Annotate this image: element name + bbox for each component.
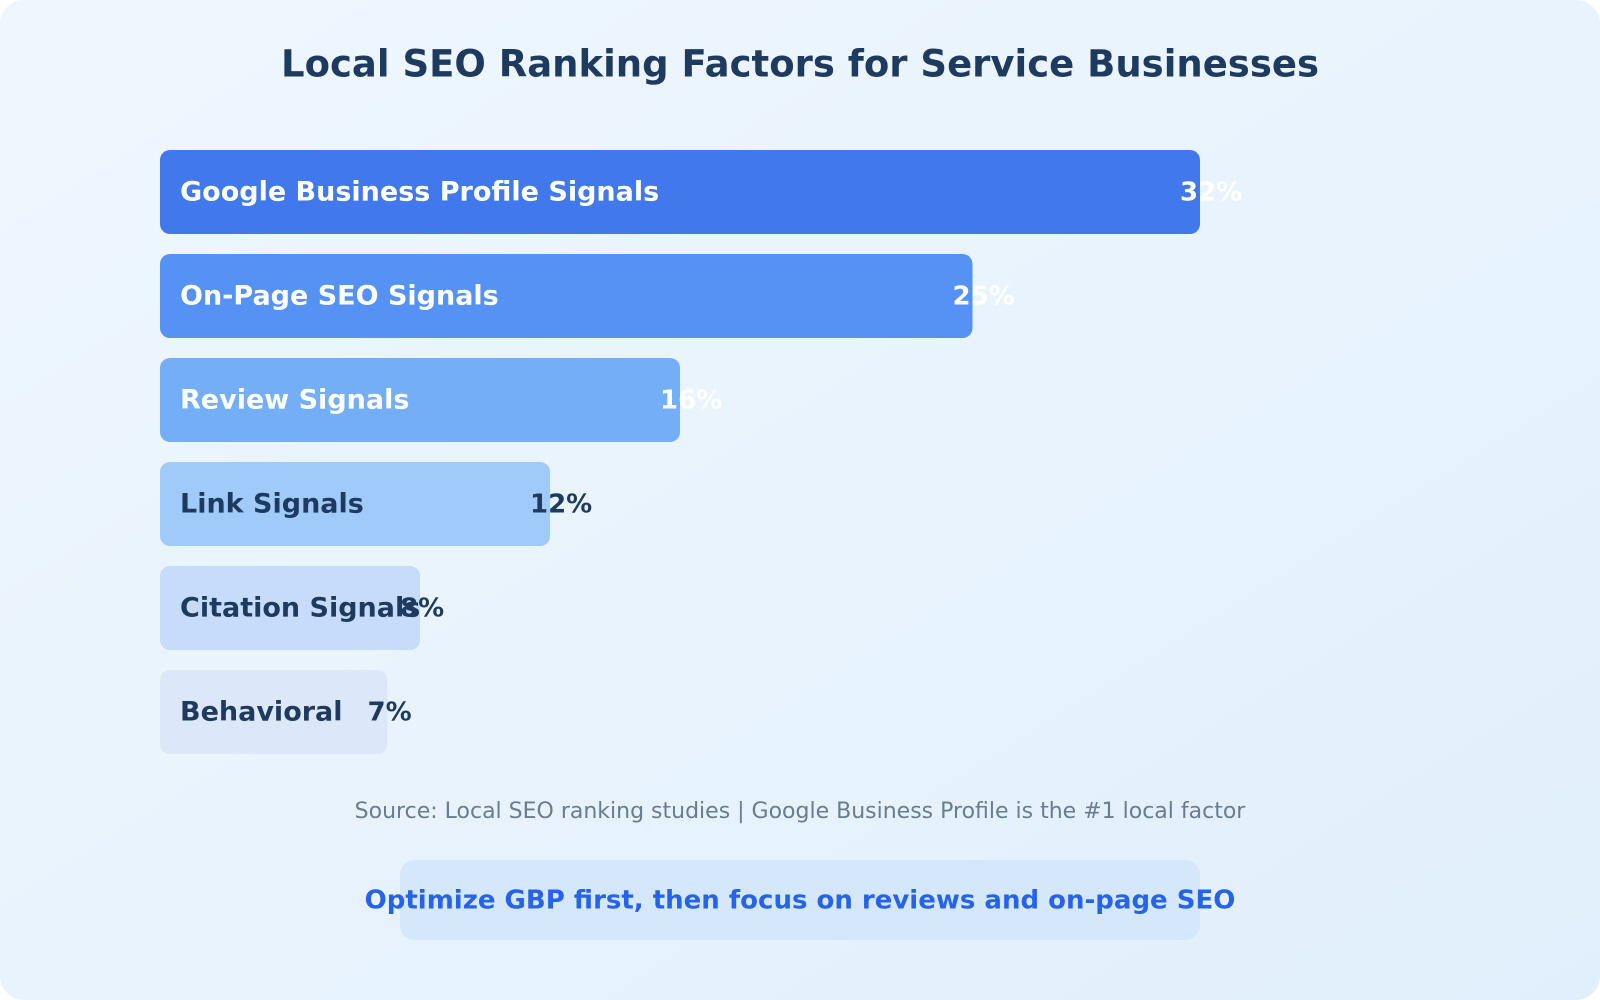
category-label: Review Signals — [180, 385, 409, 416]
bar — [160, 254, 973, 338]
chart-title: Local SEO Ranking Factors for Service Bu… — [281, 43, 1319, 86]
category-label: Link Signals — [180, 489, 364, 520]
bar — [160, 566, 420, 650]
callout-text: Optimize GBP first, then focus on review… — [365, 886, 1236, 916]
bar — [160, 462, 550, 546]
bar — [160, 358, 680, 442]
callout-box — [400, 860, 1200, 940]
value-label: 25% — [953, 282, 1015, 312]
value-label: 32% — [1180, 178, 1242, 208]
value-label: 16% — [660, 386, 722, 416]
value-label: 7% — [368, 698, 412, 728]
bar — [160, 150, 1200, 234]
category-label: Google Business Profile Signals — [180, 177, 659, 208]
source-note: Source: Local SEO ranking studies | Goog… — [355, 799, 1247, 824]
category-label: On-Page SEO Signals — [180, 281, 499, 312]
category-label: Behavioral — [180, 697, 343, 728]
bar — [160, 670, 388, 754]
value-label: 12% — [530, 490, 592, 520]
category-label: Citation Signals — [180, 593, 420, 624]
value-label: 8% — [400, 594, 444, 624]
